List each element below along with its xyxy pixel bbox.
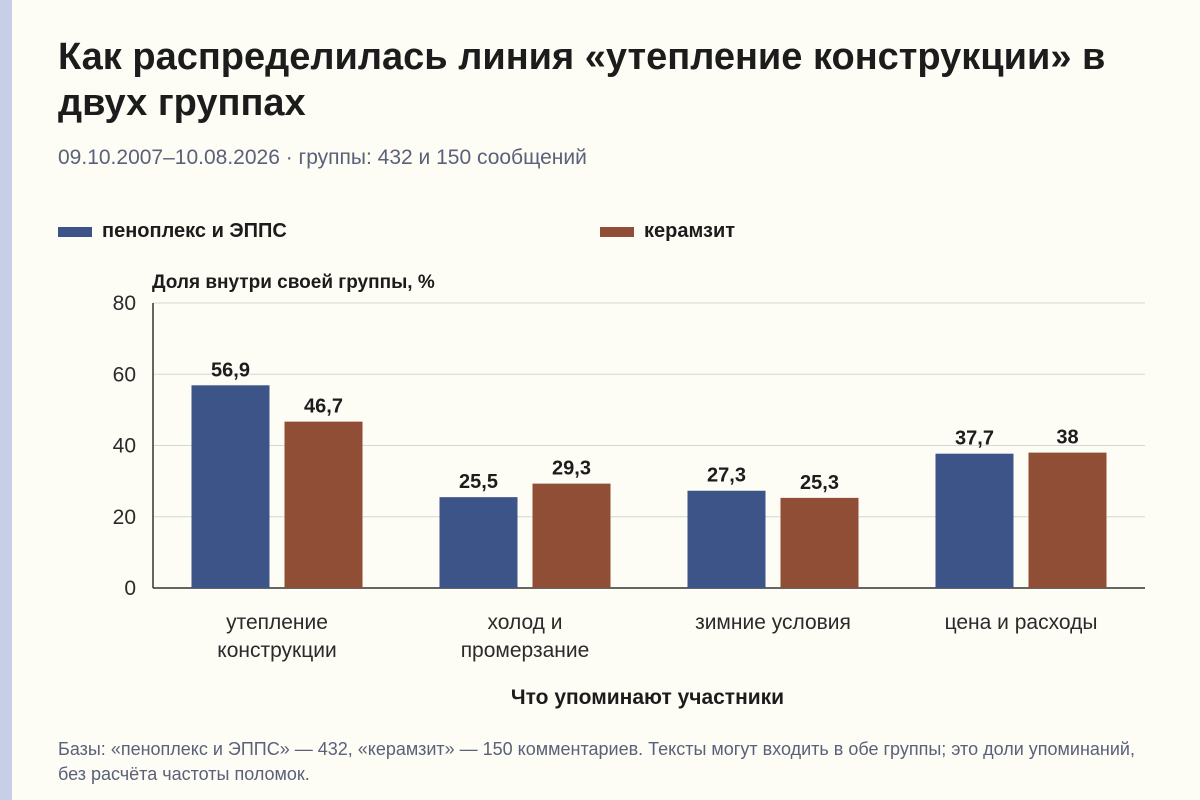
x-tick-label: промерзание — [461, 639, 590, 662]
legend-swatch-penoplex — [58, 226, 92, 237]
bar — [687, 490, 766, 588]
x-axis-label: Что упоминают участники — [510, 686, 785, 709]
footnote: Базы: «пеноплекс и ЭППС» — 432, «керамзи… — [58, 739, 1135, 784]
bar — [191, 385, 270, 588]
x-tick-label: зимние условия — [695, 611, 851, 634]
y-tick-label: 40 — [113, 435, 136, 458]
bar — [439, 497, 518, 588]
data-label: 29,3 — [552, 458, 591, 480]
left-accent-bar — [0, 0, 12, 800]
x-tick-label: утепление — [226, 611, 328, 634]
chart-subtitle: 09.10.2007–10.08.2026 · группы: 432 и 15… — [58, 146, 587, 169]
bar — [780, 497, 859, 588]
data-label: 25,3 — [800, 472, 839, 494]
bar — [532, 483, 611, 588]
x-tick-label: цена и расходы — [945, 611, 1098, 634]
y-tick-label: 80 — [113, 292, 136, 315]
data-label: 38 — [1056, 427, 1078, 449]
x-tick-label: холод и — [487, 611, 562, 634]
legend-item-penoplex: пеноплекс и ЭППС — [58, 220, 287, 243]
data-label: 25,5 — [459, 471, 498, 493]
data-label: 56,9 — [211, 359, 250, 381]
bar — [284, 421, 363, 588]
data-label: 27,3 — [707, 465, 746, 487]
bar — [1028, 452, 1107, 588]
y-tick-label: 0 — [124, 577, 136, 600]
legend-item-keramzit: керамзит — [600, 220, 735, 243]
legend-swatch-keramzit — [600, 226, 634, 237]
bar — [935, 453, 1014, 588]
data-label: 37,7 — [955, 428, 994, 450]
chart-title: Как распределилась линия «утепление конс… — [58, 36, 1106, 124]
data-label: 46,7 — [304, 396, 343, 418]
y-axis-label: Доля внутри своей группы, % — [152, 272, 435, 293]
legend-label-keramzit: керамзит — [644, 220, 736, 242]
y-tick-label: 60 — [113, 363, 136, 386]
x-tick-label: конструкции — [217, 639, 336, 662]
legend-label-penoplex: пеноплекс и ЭППС — [102, 220, 287, 242]
y-tick-label: 20 — [113, 506, 136, 529]
